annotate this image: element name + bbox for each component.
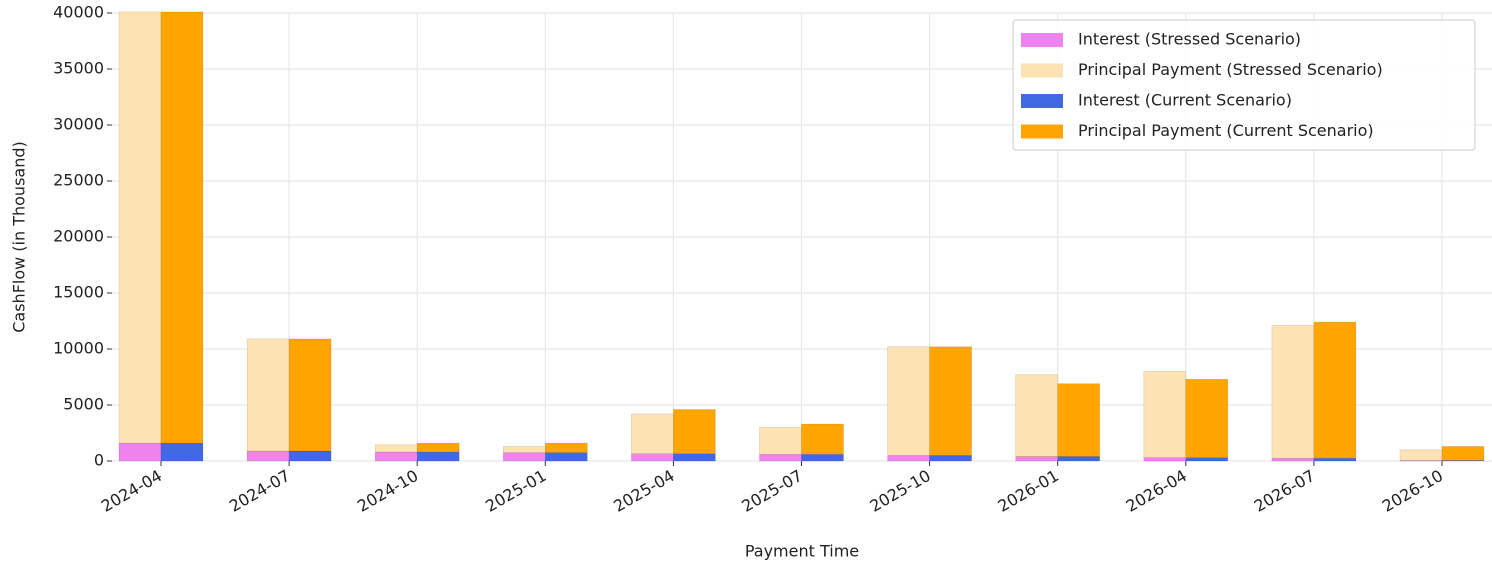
bar [160, 11, 204, 444]
bar [502, 446, 546, 453]
y-tick-label: 5000 [63, 395, 104, 414]
bar [374, 444, 418, 453]
bar [544, 452, 588, 462]
bar [1441, 446, 1485, 461]
x-tick-label: 2025-01 [482, 466, 549, 516]
bar [801, 423, 844, 455]
x-tick-label: 2024-10 [354, 466, 421, 516]
bar [502, 452, 546, 462]
legend-frame [1012, 19, 1476, 151]
bar [631, 453, 674, 462]
x-tick-label: 2025-07 [738, 466, 805, 516]
x-tick-label: 2026-10 [1379, 466, 1446, 516]
bar [160, 442, 204, 462]
bar [1313, 457, 1357, 462]
bar [1399, 449, 1443, 461]
bar [416, 451, 460, 462]
legend-swatch [1021, 94, 1063, 108]
bar [246, 450, 290, 462]
bar [1143, 371, 1187, 458]
bar [374, 451, 418, 462]
bar [887, 346, 930, 456]
y-tick-label: 0 [94, 451, 104, 470]
bar [118, 11, 162, 444]
legend-label: Principal Payment (Current Scenario) [1078, 121, 1374, 140]
bar [118, 442, 162, 462]
bar [929, 455, 972, 462]
bar [288, 338, 332, 452]
x-tick-label: 2026-04 [1123, 466, 1190, 516]
legend-swatch [1021, 63, 1063, 78]
bar [1185, 378, 1229, 458]
legend-label: Principal Payment (Stressed Scenario) [1078, 60, 1383, 79]
bar [1015, 456, 1059, 462]
x-axis-label: Payment Time [745, 542, 859, 561]
bar [1057, 383, 1100, 457]
y-tick-label: 20000 [53, 227, 104, 246]
bar [288, 450, 332, 462]
x-tick-label: 2026-07 [1251, 466, 1318, 516]
bar [246, 338, 290, 452]
y-tick-label: 15000 [53, 283, 104, 302]
y-tick-label: 10000 [53, 339, 104, 358]
y-axis-label: CashFlow (in Thousand) [10, 141, 29, 333]
bar [929, 346, 972, 456]
bar [1271, 325, 1315, 459]
bar [887, 455, 930, 462]
x-tick-label: 2024-04 [98, 466, 165, 516]
bar [416, 442, 460, 453]
y-tick-label: 25000 [53, 171, 104, 190]
bar [1271, 457, 1315, 462]
grid [112, 12, 1492, 462]
bar [1313, 321, 1357, 459]
legend-swatch [1021, 124, 1063, 139]
bar [544, 442, 588, 453]
bar [1015, 374, 1059, 457]
legend-label: Interest (Stressed Scenario) [1078, 30, 1301, 49]
x-tick-label: 2026-01 [995, 466, 1062, 516]
bar [1057, 456, 1100, 462]
legend-swatch [1021, 33, 1063, 47]
legend-label: Interest (Current Scenario) [1078, 91, 1292, 110]
y-tick-label: 35000 [53, 59, 104, 78]
bar [801, 453, 844, 462]
bar [759, 427, 802, 455]
x-tick-label: 2025-04 [610, 466, 677, 516]
bar [673, 453, 716, 462]
y-tick-label: 40000 [53, 3, 104, 22]
y-tick-label: 30000 [53, 115, 104, 134]
bar [673, 409, 716, 455]
bar [1185, 457, 1229, 462]
bar [759, 453, 802, 462]
bar [1143, 457, 1187, 462]
x-tick-label: 2024-07 [226, 466, 293, 516]
x-tick-label: 2025-10 [866, 466, 933, 516]
bar [631, 413, 674, 455]
